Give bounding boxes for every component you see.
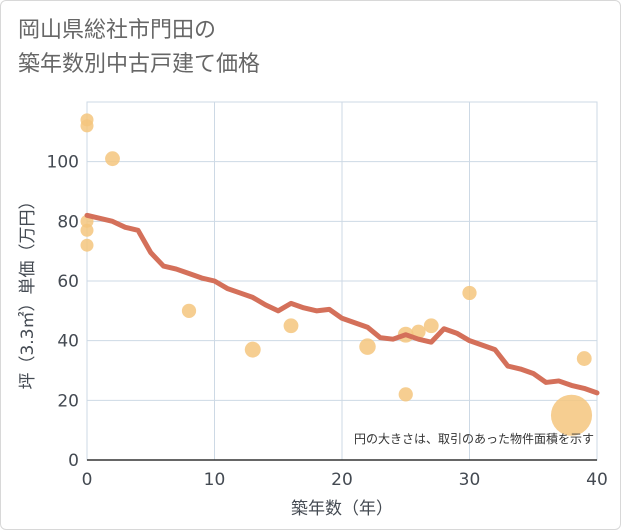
x-tick-label: 0	[82, 470, 93, 490]
data-point	[105, 151, 120, 167]
trend-line	[84, 212, 600, 396]
data-point	[80, 223, 94, 237]
y-tick-label: 20	[57, 391, 79, 411]
data-point	[462, 285, 477, 301]
grid	[86, 101, 598, 461]
y-tick-label: 80	[57, 212, 79, 232]
title-line-1: 岡山県総社市門田の	[18, 18, 217, 43]
y-tick-labels: 0 20 40 60 80 100	[47, 153, 79, 471]
data-point	[181, 303, 197, 318]
data-point	[359, 338, 376, 355]
data-point	[550, 394, 593, 436]
data-point	[283, 318, 299, 334]
y-tick-label: 0	[68, 451, 79, 471]
x-tick-labels: 0 10 20 30 40	[82, 470, 608, 490]
x-tick-label: 10	[204, 470, 226, 490]
chart-title: 岡山県総社市門田の 築年数別中古戸建て価格	[18, 14, 260, 82]
y-tick-label: 60	[57, 272, 79, 292]
bubble-size-note: 円の大きさは、取引のあった物件面積を示す	[354, 431, 594, 446]
y-tick-label: 100	[47, 153, 79, 173]
x-tick-label: 40	[586, 470, 608, 490]
y-axis-label: 坪（3.3㎡）単価（万円）	[18, 192, 38, 389]
data-point	[80, 119, 94, 133]
data-point	[398, 387, 413, 402]
x-tick-label: 30	[459, 470, 481, 490]
data-point	[576, 351, 592, 366]
data-point	[423, 318, 439, 334]
x-tick-label: 20	[331, 470, 353, 490]
x-axis-label: 築年数（年）	[291, 499, 393, 519]
data-point	[80, 238, 94, 252]
y-tick-label: 40	[57, 332, 79, 352]
data-point	[244, 341, 261, 358]
title-line-2: 築年数別中古戸建て価格	[18, 52, 261, 77]
